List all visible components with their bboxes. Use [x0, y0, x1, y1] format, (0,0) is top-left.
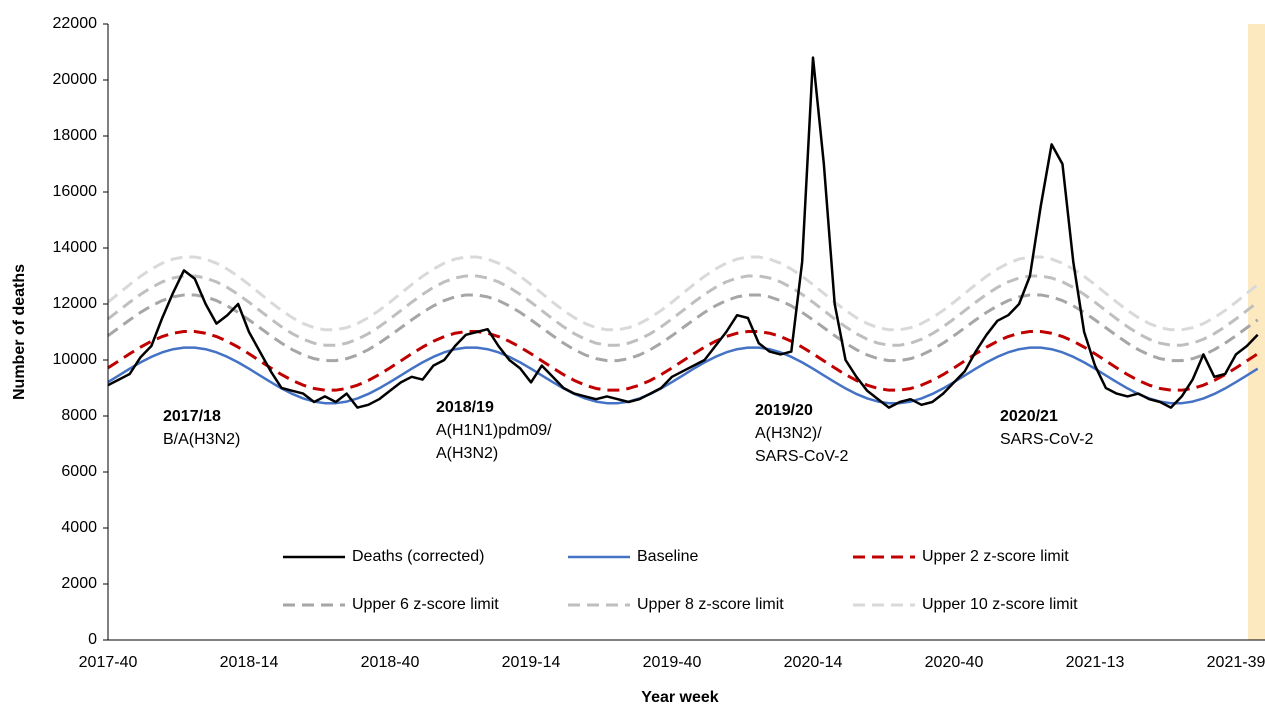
- legend-label: Upper 6 z-score limit: [352, 596, 499, 613]
- series-line: [107, 346, 1259, 405]
- annotation-title: 2019/20: [755, 402, 813, 419]
- annotation-text: SARS-CoV-2: [755, 448, 848, 465]
- annotation-title: 2020/21: [1000, 408, 1058, 425]
- annotation-text: A(H3N2)/: [755, 425, 822, 442]
- annotation-text: SARS-CoV-2: [1000, 431, 1093, 448]
- series-line: [107, 56, 1259, 409]
- x-tick-label: 2017-40: [79, 654, 138, 671]
- y-tick-label: 20000: [53, 71, 98, 88]
- y-tick-label: 16000: [53, 183, 98, 200]
- plot-area: [107, 56, 1259, 409]
- legend-label: Upper 2 z-score limit: [922, 548, 1069, 565]
- x-tick-label: 2019-14: [502, 654, 561, 671]
- y-tick-label: 18000: [53, 127, 98, 144]
- series-line: [107, 274, 1259, 347]
- series-line: [107, 330, 1259, 392]
- legend-label: Baseline: [637, 548, 698, 565]
- y-axis-title: Number of deaths: [11, 264, 28, 400]
- x-tick-label: 2020-40: [925, 654, 984, 671]
- y-tick-label: 12000: [53, 295, 98, 312]
- x-axis-title: Year week: [641, 689, 719, 706]
- annotation-text: B/A(H3N2): [163, 431, 240, 448]
- annotation-text: A(H3N2): [436, 445, 498, 462]
- y-tick-label: 4000: [61, 519, 97, 536]
- x-tick-label: 2018-40: [361, 654, 420, 671]
- highlight-band: [1248, 24, 1265, 640]
- x-tick-label: 2021-13: [1066, 654, 1125, 671]
- x-tick-label: 2019-40: [643, 654, 702, 671]
- y-tick-label: 0: [88, 631, 97, 648]
- y-tick-label: 10000: [53, 351, 98, 368]
- series-line: [107, 293, 1259, 363]
- y-tick-label: 2000: [61, 575, 97, 592]
- y-tick-label: 6000: [61, 463, 97, 480]
- x-tick-label: 2020-14: [784, 654, 843, 671]
- x-tick-label: 2021-39: [1207, 654, 1265, 671]
- x-tick-label: 2018-14: [220, 654, 279, 671]
- legend-label: Upper 8 z-score limit: [637, 596, 784, 613]
- y-tick-label: 22000: [53, 15, 98, 32]
- annotation-title: 2017/18: [163, 408, 221, 425]
- y-tick-label: 8000: [61, 407, 97, 424]
- legend-label: Upper 10 z-score limit: [922, 596, 1078, 613]
- annotation-text: A(H1N1)pdm09/: [436, 422, 552, 439]
- annotation-title: 2018/19: [436, 399, 494, 416]
- legend-label: Deaths (corrected): [352, 548, 485, 565]
- y-tick-label: 14000: [53, 239, 98, 256]
